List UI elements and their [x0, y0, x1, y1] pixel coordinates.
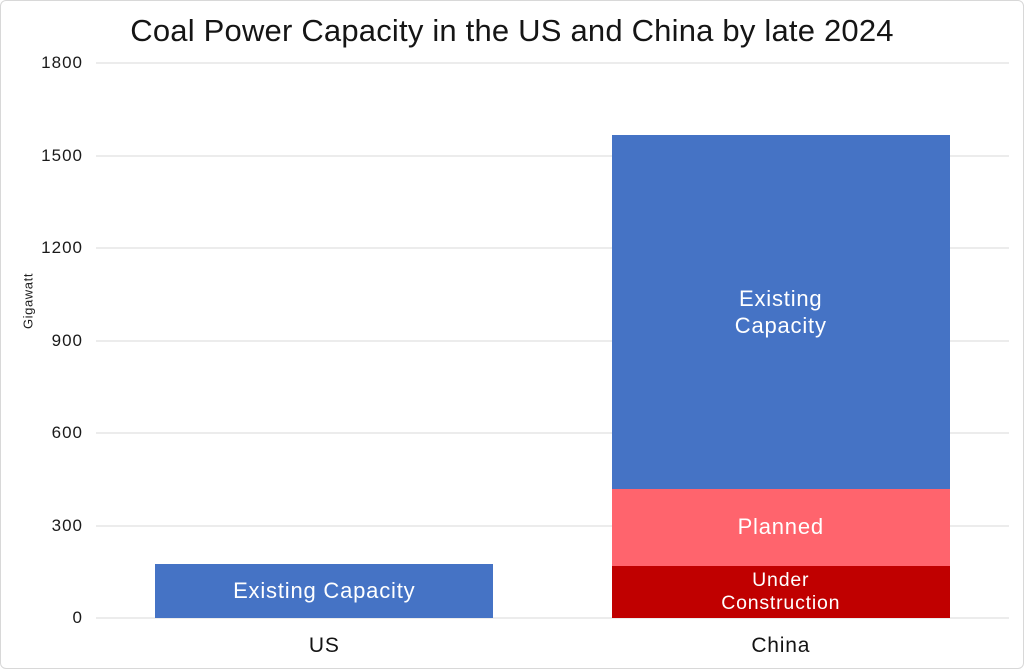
- y-tick-label-300: 300: [51, 515, 83, 535]
- y-tick-label-0: 0: [72, 608, 83, 627]
- chart-title: Coal Power Capacity in the US and China …: [130, 13, 894, 48]
- bar-us: Existing Capacity: [155, 63, 494, 618]
- y-tick-label-1800: 1800: [41, 53, 83, 72]
- gridline-900: [96, 339, 1009, 342]
- bar-segment-existing-capacity-us: Existing Capacity: [155, 564, 494, 618]
- gridline-1500: [96, 154, 1009, 157]
- y-tick-label-1200: 1200: [41, 238, 83, 257]
- bars-layer: Existing Capacity Under Construction Plann…: [96, 63, 1009, 618]
- y-tick-label-900: 900: [51, 330, 83, 350]
- plot-area: Existing Capacity Under Construction Plann…: [96, 62, 1009, 619]
- gridline-300: [96, 524, 1009, 527]
- x-tick-label-us: US: [308, 634, 340, 657]
- y-tick-label-1500: 1500: [41, 145, 83, 165]
- gridline-1800: [96, 62, 1009, 64]
- bar-segment-label-existing-capacity-china: Existing Capacity: [734, 285, 827, 338]
- gridline-600: [96, 432, 1009, 434]
- y-axis-label: Gigawatt: [20, 272, 36, 330]
- bar-segment-under-construction-china: Under Construction: [611, 565, 950, 618]
- bar-segment-label-existing-capacity-us: Existing Capacity: [233, 578, 416, 604]
- bar-segment-label-under-construction-china: Under Construction: [721, 568, 841, 614]
- gridline-1200: [96, 247, 1009, 249]
- x-tick-label-china: China: [751, 634, 811, 657]
- bar-segment-planned-china: Planned: [611, 488, 950, 566]
- y-tick-label-600: 600: [51, 423, 83, 442]
- gridline-0: [96, 617, 1009, 619]
- bar-segment-label-planned-china: Planned: [737, 514, 824, 540]
- bar-segment-existing-capacity-china: Existing Capacity: [611, 135, 950, 489]
- bar-china: Under Construction Planned Existing Capaci…: [611, 63, 950, 618]
